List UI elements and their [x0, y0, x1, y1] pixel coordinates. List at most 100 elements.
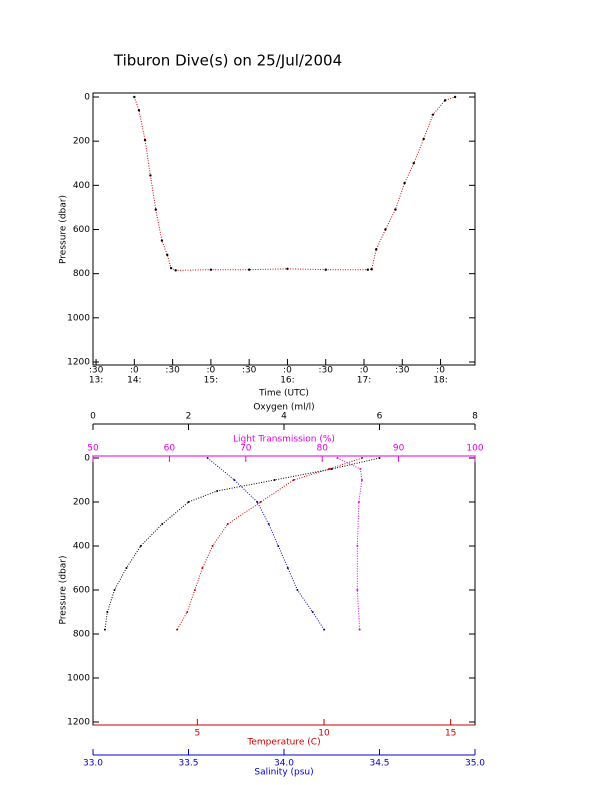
y-tick-label: 600 — [73, 586, 90, 596]
x-tick-label: 10 — [318, 729, 330, 739]
x-tick-hour: 14: — [127, 376, 141, 386]
y-tick-label: 1200 — [67, 718, 90, 728]
point — [209, 268, 213, 271]
point — [137, 109, 141, 112]
x-tick-label: :30 — [165, 366, 180, 376]
profile-line — [104, 457, 380, 630]
x-tick-label: :0 — [207, 366, 216, 376]
profile-line — [207, 457, 325, 630]
point — [356, 545, 359, 547]
point — [174, 269, 177, 272]
point — [277, 545, 280, 547]
point — [453, 95, 457, 99]
point — [443, 99, 447, 102]
point — [431, 113, 435, 116]
x-tick-label: 50 — [87, 444, 99, 454]
point — [370, 268, 373, 271]
point — [216, 490, 219, 492]
x-axis-label: Salinity (psu) — [254, 768, 313, 778]
x-tick-label: 33.5 — [178, 759, 198, 769]
x-tick-label: :30 — [242, 366, 257, 376]
x-tick-label: 70 — [240, 444, 252, 454]
point — [143, 138, 147, 142]
x-tick-label: 0 — [90, 412, 96, 422]
point — [360, 479, 363, 481]
x-axis-label: Temperature (C) — [246, 738, 320, 748]
y-tick-label: 800 — [73, 269, 90, 279]
y-tick-label: 1200 — [67, 358, 90, 368]
point — [169, 266, 173, 270]
x-tick-label: :0 — [360, 366, 369, 376]
y-tick-label: 200 — [73, 498, 90, 508]
y-tick-label: 200 — [73, 137, 90, 147]
point — [125, 567, 128, 569]
point — [160, 239, 164, 242]
point — [206, 457, 209, 459]
point — [256, 501, 259, 503]
point — [259, 501, 262, 503]
point — [359, 468, 362, 470]
point — [187, 501, 190, 503]
point — [357, 501, 360, 503]
plot-frame — [92, 455, 476, 726]
x-tick-label: :0 — [283, 366, 292, 376]
point — [323, 628, 326, 631]
point — [336, 457, 339, 459]
x-tick-label: 34.0 — [274, 759, 294, 769]
x-tick-label: 90 — [393, 444, 405, 454]
x-tick-label: :0 — [436, 366, 445, 376]
point — [378, 457, 381, 459]
point — [296, 589, 299, 591]
point — [103, 628, 106, 631]
x-tick-hour: 18: — [433, 376, 447, 386]
point — [286, 267, 289, 271]
y-tick-label: 400 — [73, 542, 90, 552]
point — [201, 567, 204, 569]
x-tick-label: 8 — [472, 412, 478, 422]
x-tick-label: :30 — [89, 366, 104, 376]
point — [226, 523, 229, 525]
point — [106, 611, 109, 613]
point — [176, 628, 179, 631]
x-axis-label: Oxygen (ml/l) — [253, 403, 314, 413]
y-axis-label: Pressure (dbar) — [59, 195, 69, 264]
y-tick-label: 1000 — [67, 313, 90, 323]
x-tick-label: 6 — [377, 412, 383, 422]
x-tick-label: :30 — [395, 366, 410, 376]
point — [211, 545, 214, 547]
x-tick-label: 60 — [164, 444, 176, 454]
x-tick-hour: 17: — [357, 376, 371, 386]
x-axis-label: Light Transmission (%) — [233, 435, 335, 445]
point — [412, 162, 415, 165]
x-tick-label: 33.0 — [83, 759, 103, 769]
point — [356, 589, 359, 591]
x-tick-label: 34.5 — [369, 759, 389, 769]
point — [375, 248, 378, 251]
point — [233, 479, 236, 481]
dive-line — [133, 96, 456, 271]
plot-frame — [92, 92, 476, 366]
point — [247, 268, 251, 271]
x-tick-label: 35.0 — [465, 759, 485, 769]
x-tick-hour: 16: — [280, 376, 294, 386]
y-tick-label: 0 — [84, 93, 90, 103]
y-tick-label: 0 — [84, 454, 90, 464]
y-tick-label: 800 — [73, 630, 90, 640]
profile-line — [176, 457, 363, 630]
point — [133, 95, 136, 99]
point — [394, 208, 397, 211]
point — [361, 457, 364, 459]
x-tick-label: 100 — [466, 444, 483, 454]
point — [161, 523, 164, 525]
x-tick-label: 15 — [445, 729, 456, 739]
point — [403, 181, 406, 185]
point — [113, 589, 116, 591]
x-tick-label: 5 — [194, 729, 200, 739]
point — [292, 479, 295, 481]
point — [311, 611, 314, 613]
x-tick-label: :0 — [130, 366, 139, 376]
x-tick-label: 2 — [186, 412, 192, 422]
point — [149, 174, 152, 177]
x-tick-label: :30 — [318, 366, 333, 376]
